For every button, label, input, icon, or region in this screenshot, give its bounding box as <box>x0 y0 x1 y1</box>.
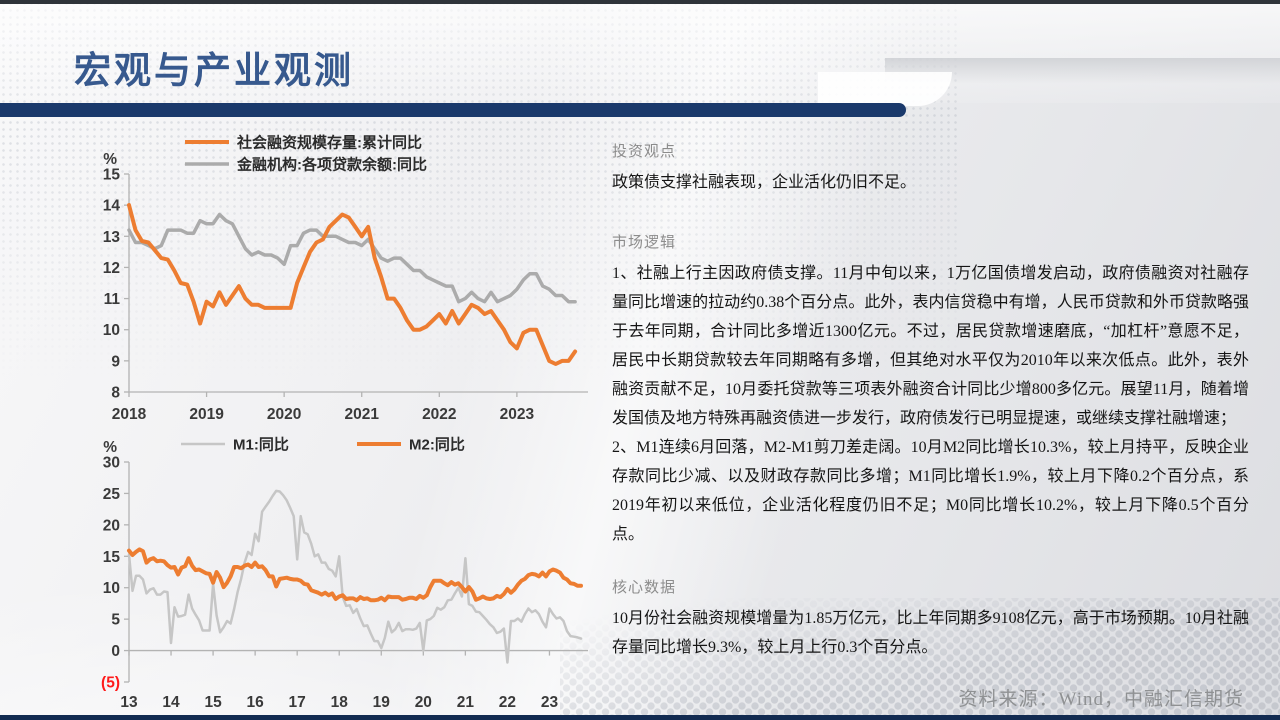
logic-item-1: 1、社融上行主因政府债支撑。11月中旬以来，1万亿国债增发启动，政府债融资对社融… <box>612 265 1249 427</box>
svg-text:10: 10 <box>103 322 120 339</box>
svg-text:2018: 2018 <box>112 406 147 423</box>
svg-text:15: 15 <box>103 167 121 184</box>
svg-text:15: 15 <box>204 694 222 711</box>
svg-text:14: 14 <box>103 198 121 215</box>
svg-text:21: 21 <box>457 694 475 711</box>
core-body: 10月份社会融资规模增量为1.85万亿元，比上年同期多9108亿元，高于市场预期… <box>612 610 1249 656</box>
svg-text:23: 23 <box>541 694 559 711</box>
svg-text:16: 16 <box>247 694 265 711</box>
svg-text:(5): (5) <box>101 675 120 692</box>
svg-text:17: 17 <box>289 694 306 711</box>
source-note: 资料来源：Wind，中融汇信期货 <box>958 689 1244 710</box>
svg-text:2022: 2022 <box>422 406 456 423</box>
logic-item-2: 2、M1连续6月回落，M2-M1剪刀差走阔。10月M2同比增长10.3%，较上月… <box>612 439 1249 543</box>
section-viewpoint-heading: 投资观点 <box>612 144 677 160</box>
svg-text:%: % <box>103 151 117 168</box>
svg-text:M2:同比: M2:同比 <box>409 436 465 454</box>
svg-text:19: 19 <box>373 694 391 711</box>
section-core-heading: 核心数据 <box>612 580 677 596</box>
svg-text:11: 11 <box>104 291 121 308</box>
viewpoint-body: 政策债支撑社融表现，企业活化仍旧不足。 <box>612 174 917 191</box>
header-curve <box>818 72 952 106</box>
svg-text:2023: 2023 <box>500 406 535 423</box>
svg-text:14: 14 <box>162 694 180 711</box>
svg-text:13: 13 <box>103 229 121 246</box>
svg-text:13: 13 <box>120 694 138 711</box>
svg-text:20: 20 <box>103 517 120 534</box>
svg-text:20: 20 <box>415 694 432 711</box>
svg-text:25: 25 <box>103 486 121 503</box>
top-edge-strip <box>0 0 1280 4</box>
svg-text:18: 18 <box>331 694 349 711</box>
page-title: 宏观与产业观测 <box>74 51 354 92</box>
svg-text:0: 0 <box>111 643 120 660</box>
svg-text:金融机构:各项贷款余额:同比: 金融机构:各项贷款余额:同比 <box>236 156 427 174</box>
svg-text:8: 8 <box>111 385 120 402</box>
svg-text:5: 5 <box>111 612 120 629</box>
svg-text:2019: 2019 <box>189 406 224 423</box>
svg-text:2020: 2020 <box>267 406 301 423</box>
svg-text:30: 30 <box>103 455 120 472</box>
title-underline-bar <box>0 103 906 117</box>
svg-text:12: 12 <box>103 260 120 277</box>
chart-social-financing-vs-loans: 15 14 13 12 11 10 9 8 2018 2019 2020 2021 2022 2023% 社… <box>85 128 600 428</box>
chart-m1-m2-yoy: 30 25 20 15 10 5 0 (5) 13 14 15 16 17 18 19 20 21 22 23% M1… <box>85 428 600 716</box>
svg-text:社会融资规模存量:累计同比: 社会融资规模存量:累计同比 <box>236 134 422 152</box>
svg-text:22: 22 <box>499 694 516 711</box>
header-band <box>0 4 1280 103</box>
bottom-edge-strip <box>0 715 1280 720</box>
svg-text:2021: 2021 <box>344 406 379 423</box>
svg-text:10: 10 <box>103 580 120 597</box>
svg-text:9: 9 <box>111 353 120 370</box>
svg-text:15: 15 <box>103 549 121 566</box>
commentary-column: 投资观点 政策债支撑社融表现，企业活化仍旧不足。 市场逻辑 1、社融上行主因政府… <box>612 140 1249 662</box>
svg-text:%: % <box>103 439 117 456</box>
svg-text:M1:同比: M1:同比 <box>233 436 289 454</box>
section-logic-heading: 市场逻辑 <box>612 235 677 251</box>
